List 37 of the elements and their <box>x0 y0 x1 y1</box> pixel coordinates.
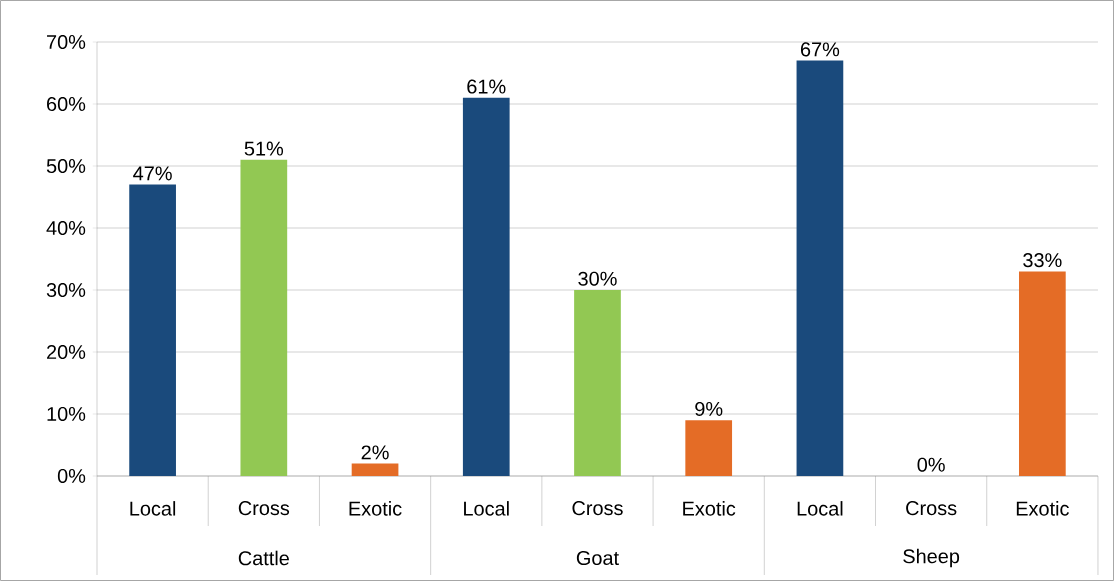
data-label: 2% <box>361 445 389 460</box>
y-tick-label: 30% <box>46 282 86 298</box>
x-tick-label: Cross <box>238 501 290 516</box>
bar <box>796 60 844 476</box>
y-tick-label: 40% <box>46 220 86 236</box>
y-tick-label: 60% <box>47 96 86 112</box>
y-tick-label: 70% <box>47 34 86 50</box>
data-label: 0% <box>917 457 945 472</box>
text: Cattle <box>238 550 289 566</box>
y-tick-label: 20% <box>47 344 86 360</box>
x-tick-label: Local <box>464 501 509 516</box>
bar <box>351 463 399 476</box>
x-tick-label: Exotic <box>683 501 736 516</box>
data-label: 47% <box>133 166 172 181</box>
data-label: 30% <box>578 271 617 286</box>
x-tick-label: Local <box>130 501 176 516</box>
data-label: 51% <box>244 141 284 156</box>
text: Sheep <box>903 548 960 568</box>
x-tick-label: Cross <box>572 501 623 516</box>
bar <box>462 97 510 476</box>
y-tick-label: 0% <box>57 468 86 484</box>
bar <box>685 420 733 476</box>
data-label: 9% <box>695 401 723 416</box>
y-tick-label: 50% <box>46 158 86 174</box>
x-tick-label: Cross <box>906 501 957 516</box>
bar <box>574 290 621 476</box>
x-tick-label: Local <box>797 501 843 516</box>
x-tick-label: Exotic <box>1016 501 1069 516</box>
bar <box>129 184 176 476</box>
x-tick-label: Exotic <box>349 501 402 516</box>
bar <box>1019 271 1066 476</box>
data-label: 61% <box>467 79 506 94</box>
bar <box>240 159 288 476</box>
data-label: 67% <box>800 42 840 57</box>
y-tick-label: 10% <box>47 406 86 422</box>
data-label: 33% <box>1023 253 1062 268</box>
text: Goat <box>576 550 619 566</box>
